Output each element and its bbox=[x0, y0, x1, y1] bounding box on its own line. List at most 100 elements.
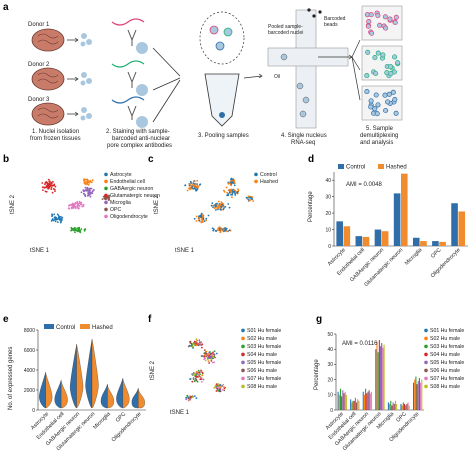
y-tick-label: 20 bbox=[327, 377, 333, 383]
tsne-point bbox=[83, 181, 86, 184]
tsne-point bbox=[83, 228, 86, 231]
tsne-point bbox=[71, 229, 74, 231]
nucleus-dot bbox=[383, 25, 389, 31]
tsne-point bbox=[214, 230, 217, 232]
tsne-point bbox=[53, 183, 56, 186]
tsne-point bbox=[216, 204, 219, 206]
bar bbox=[458, 211, 466, 246]
tsne-point bbox=[233, 184, 236, 187]
beads-label-line2: beads bbox=[324, 22, 338, 28]
tsne-point bbox=[249, 197, 252, 199]
legend-label: S07 Hu female bbox=[430, 376, 464, 382]
tsne-point bbox=[199, 378, 202, 381]
y-tick-label: 30 bbox=[325, 194, 331, 200]
tsne-point bbox=[212, 353, 215, 356]
nucleus-dot bbox=[386, 91, 392, 97]
legend-label: S08 Hu male bbox=[247, 384, 277, 390]
violin bbox=[91, 338, 99, 409]
tsne-point bbox=[223, 191, 226, 193]
tsne-point bbox=[105, 197, 108, 200]
tsne-point bbox=[189, 378, 192, 380]
nucleus-dot bbox=[373, 92, 379, 98]
violin bbox=[39, 371, 46, 409]
panel-a-label: a bbox=[3, 2, 9, 13]
tsne-point bbox=[219, 207, 222, 209]
x-tick-label: Microglia bbox=[92, 411, 112, 431]
tsne-point bbox=[90, 187, 93, 190]
legend-marker bbox=[424, 336, 428, 341]
bar bbox=[401, 173, 408, 246]
tsne-point bbox=[189, 342, 192, 344]
nucleus-dot bbox=[368, 104, 374, 110]
tsne-point bbox=[215, 390, 218, 392]
violin bbox=[85, 339, 93, 409]
tsne-point bbox=[87, 183, 90, 186]
tsne-point bbox=[91, 190, 94, 193]
y-tick-label: 0 bbox=[328, 244, 331, 250]
step-1-line2: from frozen tissues bbox=[30, 136, 81, 142]
ami-annotation: AMI = 0.0116 bbox=[342, 341, 378, 347]
nucleus-dot bbox=[368, 98, 374, 104]
step-3-label: 3. Pooling samples bbox=[198, 133, 249, 139]
tsne-point bbox=[227, 182, 230, 185]
bar bbox=[417, 381, 419, 410]
tsne-point bbox=[54, 190, 56, 193]
tsne-point bbox=[218, 390, 221, 393]
tsne-point bbox=[185, 396, 188, 399]
tsne-point bbox=[202, 355, 204, 357]
tsne-point bbox=[83, 192, 85, 195]
tsne-point bbox=[212, 356, 215, 359]
tsne-point bbox=[207, 353, 210, 356]
nucleus-dot bbox=[369, 30, 375, 36]
tsne-point bbox=[192, 372, 195, 374]
tsne-point bbox=[87, 181, 89, 183]
tsne-point bbox=[230, 184, 233, 187]
tsne-point bbox=[84, 186, 87, 189]
tsne-point bbox=[101, 198, 104, 201]
tsne-point bbox=[102, 195, 105, 198]
bar bbox=[380, 346, 382, 410]
bar bbox=[420, 241, 427, 246]
nucleus-dot bbox=[392, 19, 398, 26]
tsne-point bbox=[193, 187, 196, 189]
bar bbox=[415, 376, 417, 410]
tsne-point bbox=[222, 204, 224, 207]
donor-3-label: Donor 3 bbox=[28, 97, 50, 103]
tsne-point bbox=[196, 183, 199, 186]
tsne-point bbox=[83, 179, 86, 182]
violin bbox=[69, 344, 77, 409]
tsne-point bbox=[230, 178, 232, 181]
tsne-point bbox=[50, 186, 53, 189]
legend-label: S04 Hu male bbox=[430, 352, 460, 358]
legend-label: Hashed bbox=[260, 179, 278, 185]
tsne-point bbox=[220, 228, 223, 231]
tsne-point bbox=[200, 344, 203, 346]
nucleus-dot bbox=[375, 50, 381, 56]
tsne-point bbox=[81, 205, 84, 208]
tsne-point bbox=[251, 198, 254, 201]
tsne-point bbox=[75, 229, 77, 232]
tsne-point bbox=[67, 207, 70, 210]
tsne-point bbox=[185, 398, 188, 401]
bar bbox=[393, 193, 401, 246]
tsne-point bbox=[225, 230, 228, 233]
tsne-point bbox=[202, 218, 205, 221]
legend-marker bbox=[338, 164, 344, 169]
step-2-line1: 2. Staining with sample- bbox=[106, 129, 170, 135]
tsne-point bbox=[203, 355, 206, 358]
tsne-point bbox=[76, 227, 79, 230]
tsne-point bbox=[78, 200, 81, 203]
tsne-point bbox=[213, 386, 216, 389]
y-tick-label: 8000 bbox=[24, 328, 35, 334]
tsne-point bbox=[45, 186, 48, 189]
tsne-point bbox=[61, 219, 63, 221]
tsne-point bbox=[220, 209, 222, 211]
bar bbox=[343, 393, 345, 410]
legend-label: S08 Hu male bbox=[430, 384, 460, 390]
tsne-point bbox=[225, 186, 228, 189]
tsne-point bbox=[200, 370, 203, 373]
tsne-point bbox=[190, 186, 193, 189]
tsne-point bbox=[52, 180, 54, 183]
legend-label: Oligodendrocyte bbox=[110, 214, 148, 220]
nucleus-dot bbox=[365, 23, 371, 29]
